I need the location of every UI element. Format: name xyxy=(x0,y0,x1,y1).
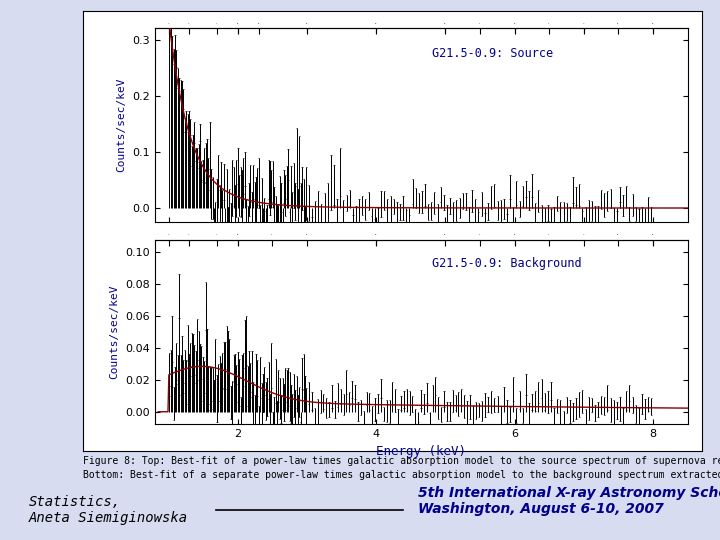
Text: Statistics,
Aneta Siemiginowska: Statistics, Aneta Siemiginowska xyxy=(29,495,188,525)
Text: G21.5-0.9: Source: G21.5-0.9: Source xyxy=(432,48,553,60)
Text: G21.5-0.9: Background: G21.5-0.9: Background xyxy=(432,258,582,271)
Y-axis label: Counts/sec/keV: Counts/sec/keV xyxy=(117,78,127,172)
Y-axis label: Counts/sec/keV: Counts/sec/keV xyxy=(109,285,120,379)
Text: Bottom: Best-fit of a separate power-law times galactic absorption model to the : Bottom: Best-fit of a separate power-law… xyxy=(83,470,720,480)
Text: Figure 8: Top: Best-fit of a power-law times galactic absorption model to the so: Figure 8: Top: Best-fit of a power-law t… xyxy=(83,456,720,467)
Text: 5th International X-ray Astronomy School
Washington, August 6-10, 2007: 5th International X-ray Astronomy School… xyxy=(418,486,720,516)
X-axis label: Energy (keV): Energy (keV) xyxy=(376,445,467,458)
